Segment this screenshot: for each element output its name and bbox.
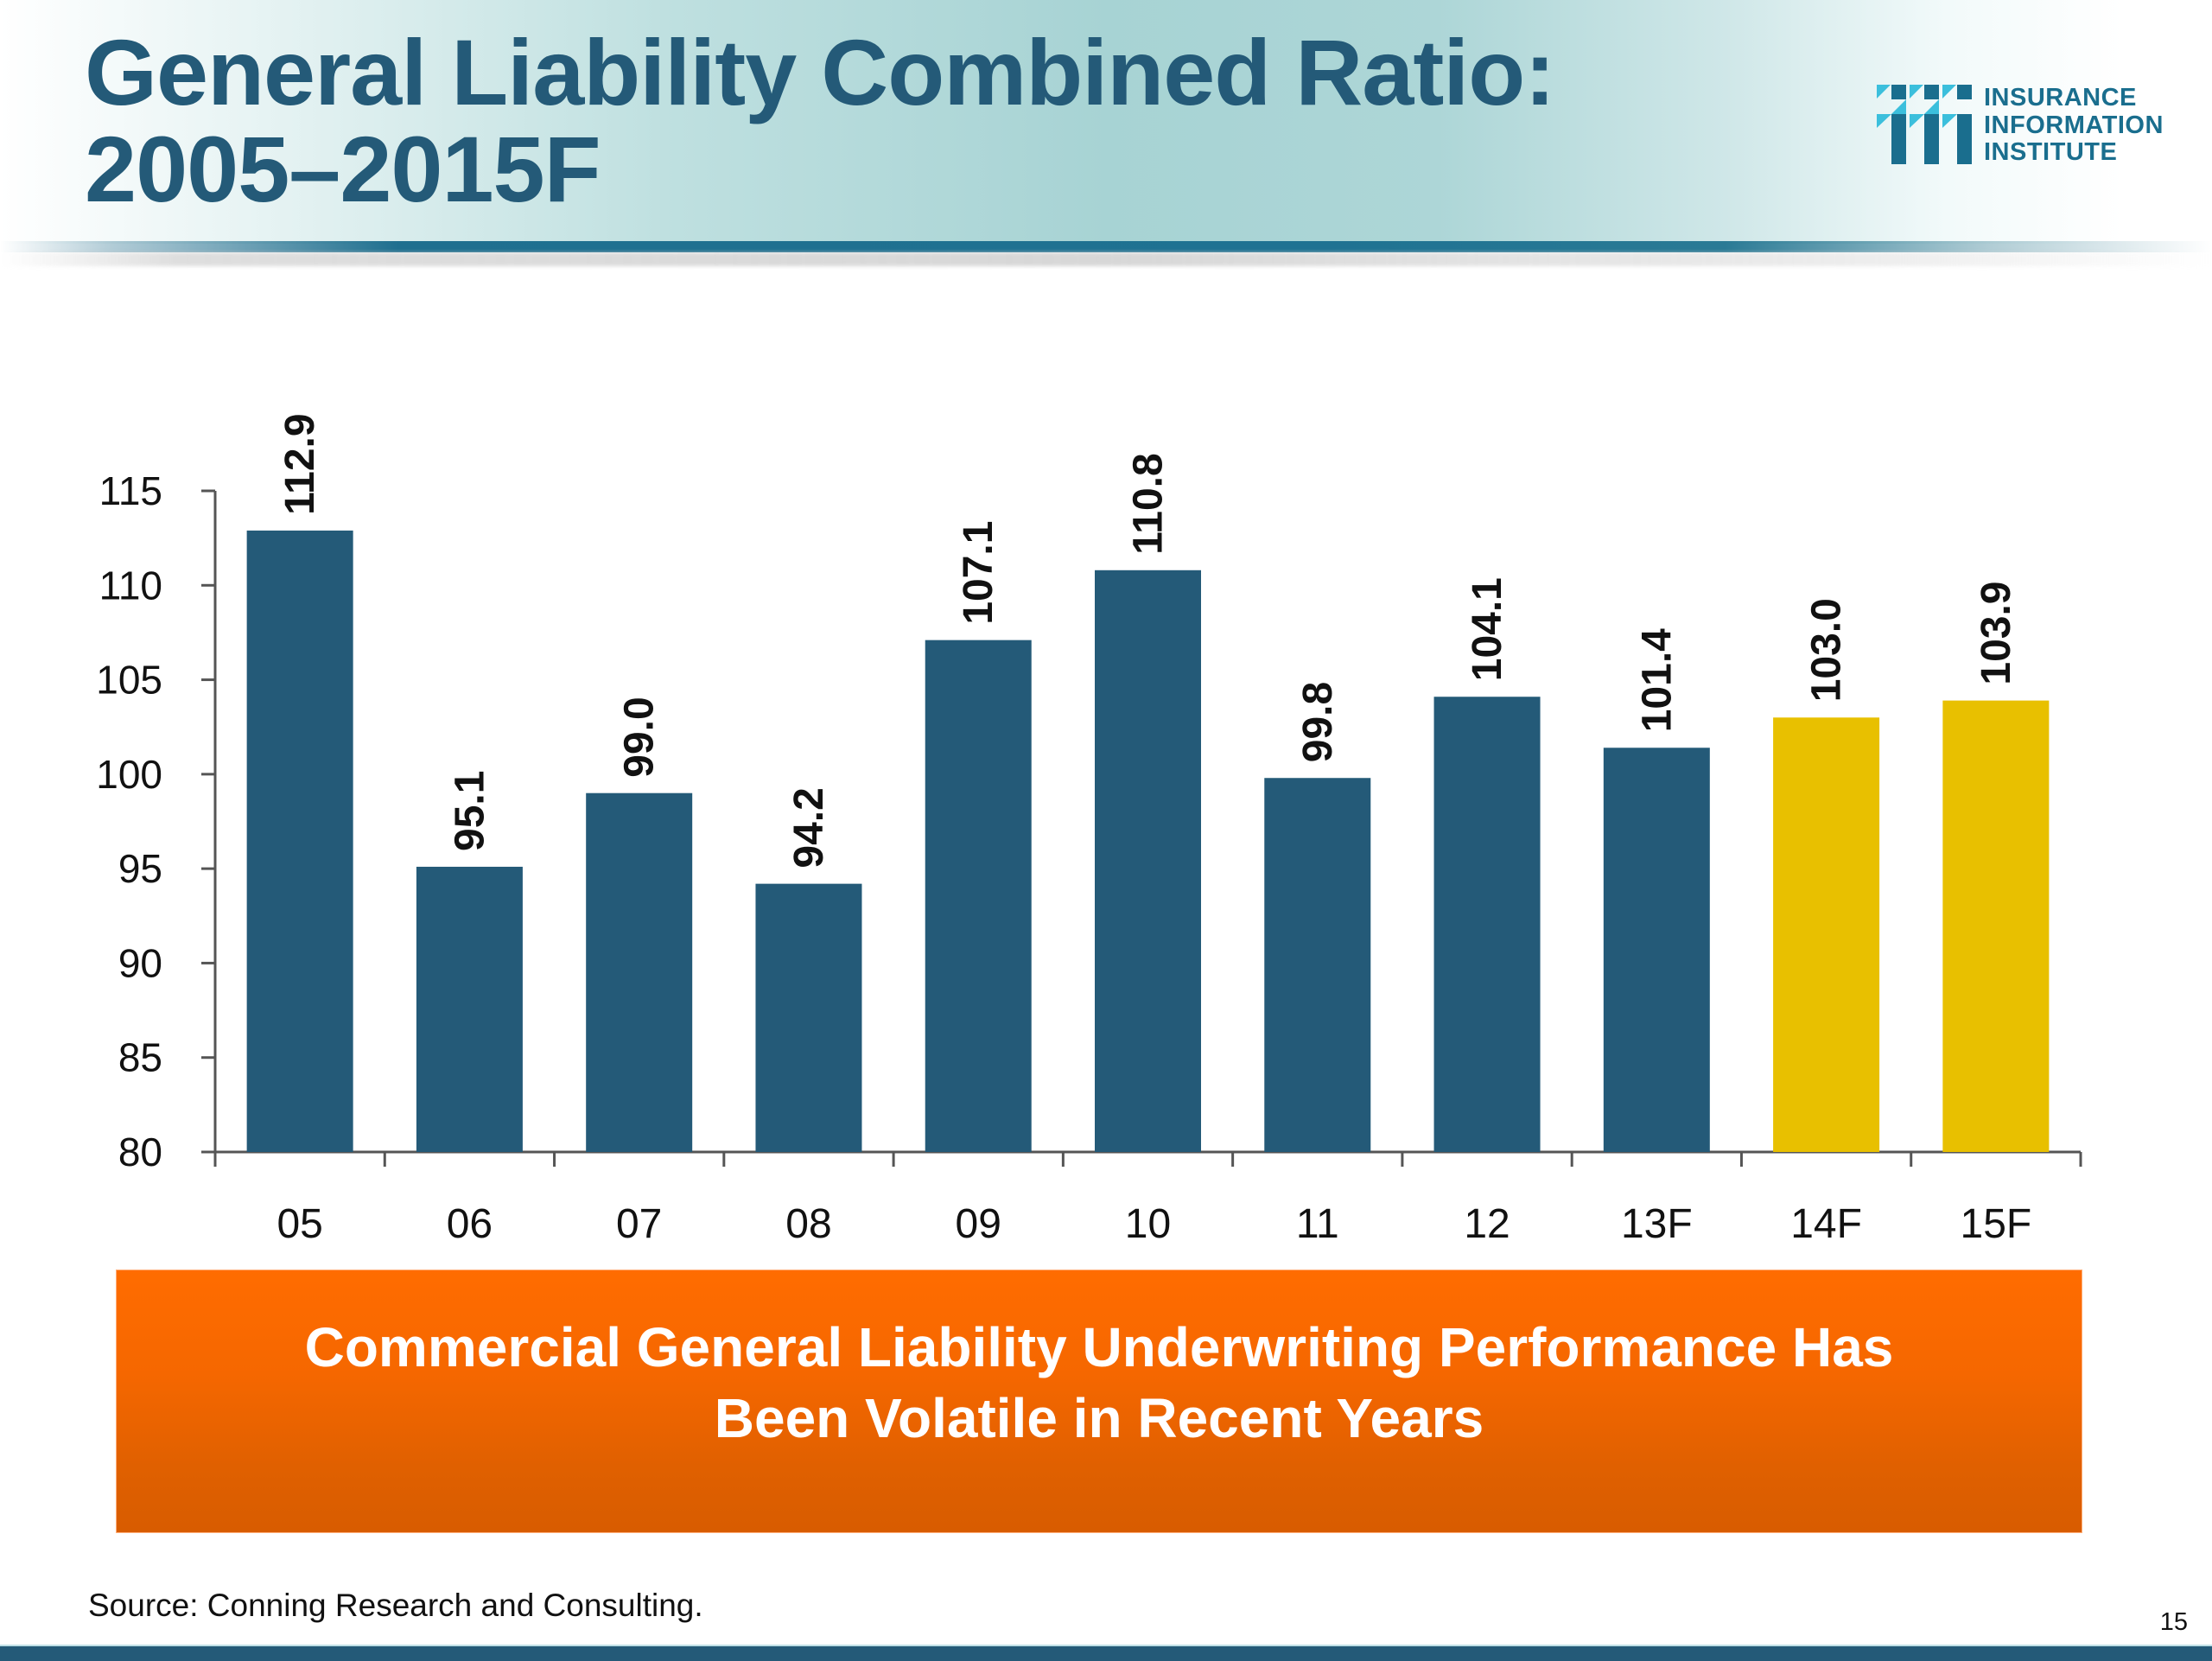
header-divider-shadow	[0, 252, 2212, 266]
bar	[416, 866, 523, 1152]
bar-value-label: 94.2	[786, 787, 832, 868]
y-tick-label: 100	[96, 752, 162, 797]
bar	[246, 530, 353, 1152]
page-number: 15	[2159, 1608, 2188, 1636]
bar	[925, 640, 1032, 1152]
x-tick-label: 13F	[1621, 1201, 1693, 1247]
y-tick-label: 105	[96, 658, 162, 703]
y-tick-label: 85	[118, 1035, 162, 1080]
bar-value-label: 99.8	[1295, 682, 1341, 762]
bar-value-label: 99.0	[617, 697, 663, 777]
bar-value-label: 104.1	[1465, 577, 1510, 681]
bar-value-label: 110.8	[1126, 453, 1172, 554]
bar	[1433, 697, 1541, 1152]
source-note: Source: Conning Research and Consulting.	[88, 1588, 703, 1623]
bar-value-label: 101.4	[1634, 628, 1680, 732]
logo-line-1: INSURANCE	[1984, 84, 2137, 111]
callout-line1: Commercial General Liability Underwritin…	[304, 1315, 1894, 1378]
slide-title: General Liability Combined Ratio: 2005–2…	[85, 20, 1555, 221]
bar-value-label: 112.9	[277, 413, 323, 514]
bar	[586, 792, 693, 1152]
x-tick-label: 10	[1125, 1201, 1171, 1247]
iii-logo: INSURANCE INFORMATION INSTITUTE	[1877, 83, 2171, 169]
slide-title-line1: General Liability Combined Ratio:	[85, 20, 1555, 124]
forecast-bar	[1773, 717, 1880, 1152]
callout-line2: Been Volatile in Recent Years	[714, 1386, 1484, 1449]
y-tick-label: 95	[118, 846, 162, 891]
callout-text: Commercial General Liability Underwritin…	[305, 1312, 1894, 1454]
value-labels: 112.9 95.1 99.0 94.2 107.1 110.8 99.8 104.1 101.…	[277, 413, 2019, 868]
callout-banner: Commercial General Liability Underwritin…	[117, 1270, 2082, 1532]
y-tick-label: 115	[99, 468, 162, 513]
logo-line-2: INFORMATION	[1984, 111, 2164, 139]
y-tick-label: 80	[118, 1130, 162, 1174]
logo-line-3: INSTITUTE	[1984, 138, 2118, 166]
bar-value-label: 103.0	[1804, 598, 1850, 702]
bar-value-label: 95.1	[447, 771, 493, 851]
x-tick-label: 15F	[1961, 1201, 2032, 1247]
header-divider	[0, 241, 2212, 252]
x-tick-label: 09	[956, 1201, 1001, 1247]
bar	[1095, 570, 1201, 1152]
bar	[1603, 748, 1710, 1152]
bar	[755, 883, 862, 1152]
footer-bar	[0, 1645, 2212, 1661]
iii-logo-icon	[1877, 85, 1972, 164]
x-tick-label: 07	[616, 1201, 662, 1247]
x-tick-label: 05	[276, 1201, 322, 1247]
bar	[1264, 778, 1371, 1152]
y-tick-label: 110	[99, 563, 162, 608]
bar-value-label: 107.1	[956, 521, 1001, 625]
bars	[246, 530, 2050, 1152]
bar-chart: 80 85 90 95 100 105 110 115 05 06 07 08 09 10 11 12 13F…	[96, 413, 2082, 1247]
slide-title-line2: 2005–2015F	[85, 117, 601, 221]
x-tick-label: 06	[447, 1201, 493, 1247]
bar-value-label: 103.9	[1974, 581, 2019, 684]
forecast-bar	[1942, 700, 2050, 1152]
x-tick-label: 12	[1464, 1201, 1510, 1247]
y-tick-label: 90	[118, 940, 162, 985]
x-tick-label: 14F	[1790, 1201, 1862, 1247]
logo-wordmark: INSURANCE INFORMATION INSTITUTE	[1984, 84, 2164, 167]
x-tick-label: 11	[1296, 1201, 1339, 1247]
slide-header	[0, 0, 2212, 244]
x-axis: 05 06 07 08 09 10 11 12 13F 14F 15F	[201, 1150, 2082, 1247]
x-tick-label: 08	[785, 1201, 831, 1247]
y-axis: 80 85 90 95 100 105 110 115	[96, 468, 217, 1174]
